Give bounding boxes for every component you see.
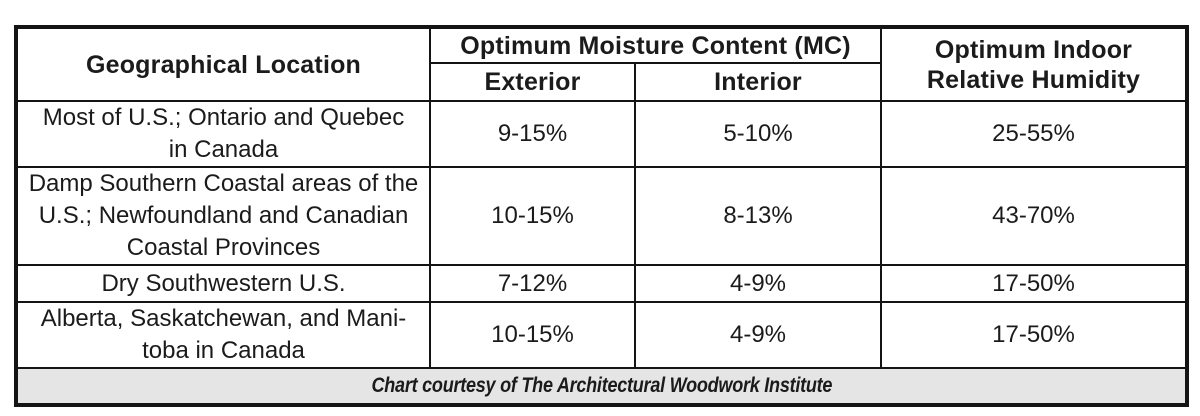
header-interior: Interior [633, 62, 883, 102]
table-row: Alberta, Saskatchewan, and Mani- toba in… [15, 301, 1189, 369]
cell-interior-mc: 4-9% [633, 264, 883, 303]
cell-location: Damp Southern Coastal areas of the U.S.;… [15, 166, 431, 266]
cell-relative-humidity: 43-70% [880, 166, 1189, 266]
header-row-group: Geographical Location Optimum Moisture C… [15, 26, 1189, 102]
cell-relative-humidity: 17-50% [880, 264, 1189, 303]
cell-interior-mc: 4-9% [633, 301, 883, 369]
header-exterior: Exterior [429, 62, 636, 102]
cell-exterior-mc: 9-15% [429, 100, 636, 168]
footer-credit-text: Chart courtesy of The Architectural Wood… [371, 374, 832, 397]
cell-relative-humidity: 25-55% [880, 100, 1189, 168]
table-footer-row: Chart courtesy of The Architectural Wood… [14, 367, 1189, 406]
table-row: Damp Southern Coastal areas of the U.S.;… [15, 166, 1189, 266]
cell-interior-mc: 8-13% [633, 166, 883, 266]
moisture-content-table: Geographical Location Optimum Moisture C… [14, 25, 1190, 407]
cell-interior-mc: 5-10% [633, 100, 883, 168]
footer-credit-cell: Chart courtesy of The Architectural Wood… [14, 367, 1189, 406]
moisture-content-table-container: Geographical Location Optimum Moisture C… [14, 25, 1190, 407]
table-row: Most of U.S.; Ontario and Quebec in Cana… [15, 100, 1189, 168]
header-optimum-indoor-relative-humidity: Optimum Indoor Relative Humidity [880, 26, 1189, 102]
cell-location: Dry Southwestern U.S. [15, 264, 431, 303]
header-geographical-location: Geographical Location [15, 26, 431, 102]
cell-exterior-mc: 10-15% [429, 166, 636, 266]
cell-exterior-mc: 10-15% [429, 301, 636, 369]
cell-relative-humidity: 17-50% [880, 301, 1189, 369]
cell-exterior-mc: 7-12% [429, 264, 636, 303]
table-row: Dry Southwestern U.S. 7-12% 4-9% 17-50% [15, 264, 1189, 303]
cell-location: Alberta, Saskatchewan, and Mani- toba in… [15, 301, 431, 369]
header-row-sub: Exterior Interior [16, 62, 1187, 102]
header-optimum-moisture-content: Optimum Moisture Content (MC) [428, 26, 883, 64]
cell-location: Most of U.S.; Ontario and Quebec in Cana… [15, 100, 431, 168]
